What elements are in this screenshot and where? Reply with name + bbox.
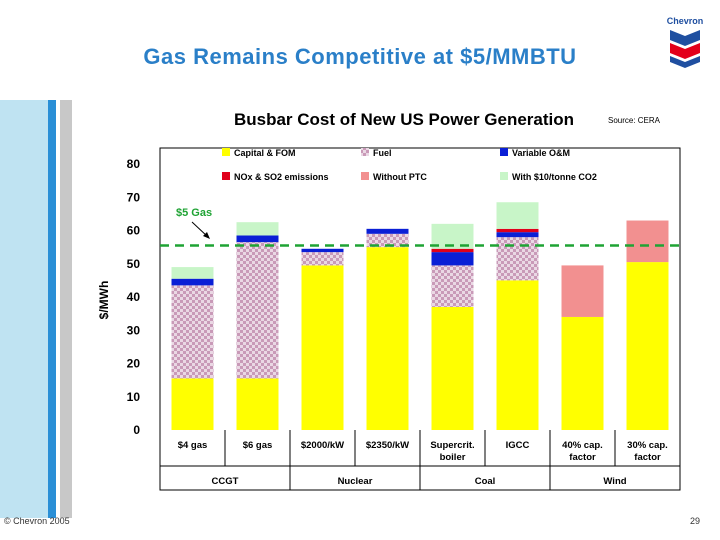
y-axis: 0 10 20 30 40 50 60 70 80 (127, 157, 141, 437)
logo-text: Chevron (666, 16, 704, 26)
bar-segment-co2 (171, 267, 214, 279)
bar-segment-nox_so2 (431, 248, 474, 253)
bar-segment-capital_fom (301, 265, 344, 430)
y-tick-label: 50 (127, 257, 141, 271)
x-category-label: 30% cap. (627, 440, 668, 451)
bar-segment-capital_fom (431, 306, 474, 430)
x-group-label: CCGT (212, 476, 239, 487)
y-tick-label: 10 (127, 390, 141, 404)
x-axis: $4 gas $6 gas $2000/kW $2350/kW Supercrit.bo… (159, 430, 681, 490)
x-category-label: boiler (440, 452, 466, 463)
y-axis-label: $/MWh (97, 281, 111, 320)
y-tick-label: 30 (127, 323, 141, 337)
annotation-arrowhead (203, 232, 210, 239)
left-gray-bar (60, 100, 72, 518)
y-tick-label: 40 (127, 290, 141, 304)
x-category-label: factor (569, 452, 596, 463)
bar-segment-variable_om (366, 228, 409, 234)
bar-segment-capital_fom (236, 378, 279, 430)
y-tick-label: 0 (133, 423, 140, 437)
chart-title: Busbar Cost of New US Power Generation (234, 110, 574, 129)
legend-label-fuel: Fuel (373, 148, 392, 158)
legend-label-without_ptc: Without PTC (373, 172, 427, 182)
bar-segment-fuel (171, 285, 214, 379)
bar-segment-fuel (431, 265, 474, 307)
chevron-logo: Chevron (662, 16, 708, 68)
bar-segment-capital_fom (171, 378, 214, 430)
bar-segment-variable_om (496, 232, 539, 238)
x-category-label: factor (634, 452, 661, 463)
bar-segment-co2 (496, 202, 539, 229)
bar-segment-fuel (366, 233, 409, 248)
x-group-label: Wind (603, 476, 626, 487)
slide-title: Gas Remains Competitive at $5/MMBTU (143, 44, 577, 69)
chevron-logo-icon (670, 30, 700, 68)
bar-segment-variable_om (236, 235, 279, 243)
bars-layer (171, 202, 669, 430)
bar-segment-capital_fom (496, 280, 539, 430)
y-tick-label: 80 (127, 157, 141, 171)
left-decorative-bar (0, 100, 48, 518)
y-tick-label: 60 (127, 224, 141, 238)
y-tick-label: 20 (127, 357, 141, 371)
bar-segment-nox_so2 (496, 228, 539, 233)
legend-label-nox_so2: NOx & SO2 emissions (234, 172, 329, 182)
bar-segment-fuel (496, 237, 539, 281)
bar-segment-variable_om (301, 248, 344, 253)
legend: Capital & FOM Fuel Variable O&M NOx & SO2 e… (222, 148, 597, 182)
x-category-label: $4 gas (178, 440, 208, 451)
legend-swatch-without_ptc (361, 172, 369, 180)
legend-swatch-capital_fom (222, 148, 230, 156)
legend-swatch-co2 (500, 172, 508, 180)
x-category-label: $6 gas (243, 440, 273, 451)
legend-label-capital_fom: Capital & FOM (234, 148, 296, 158)
x-category-label: 40% cap. (562, 440, 603, 451)
bar-segment-fuel (301, 252, 344, 266)
x-group-label: Coal (475, 476, 496, 487)
page-number: 29 (690, 516, 701, 526)
x-category-label: $2350/kW (366, 440, 409, 451)
x-category-label: $2000/kW (301, 440, 344, 451)
bar-segment-fuel (236, 242, 279, 379)
bar-segment-variable_om (431, 252, 474, 266)
legend-label-variable_om: Variable O&M (512, 148, 570, 158)
y-tick-label: 70 (127, 190, 141, 204)
bar-segment-co2 (236, 222, 279, 236)
legend-swatch-fuel (361, 148, 369, 156)
reference-line-layer: $5 Gas (160, 207, 680, 247)
x-category-label: IGCC (506, 440, 530, 451)
legend-swatch-nox_so2 (222, 172, 230, 180)
bar-segment-without_ptc (626, 220, 669, 263)
bar-segment-capital_fom (561, 316, 604, 430)
bar-segment-without_ptc (561, 265, 604, 317)
legend-label-co2: With $10/tonne CO2 (512, 172, 597, 182)
bar-segment-capital_fom (626, 262, 669, 430)
left-accent-bar (48, 100, 56, 518)
copyright: © Chevron 2005 (4, 516, 70, 526)
x-group-label: Nuclear (338, 476, 373, 487)
bar-segment-capital_fom (366, 247, 409, 430)
bar-segment-variable_om (171, 278, 214, 286)
x-category-label: Supercrit. (430, 440, 474, 451)
legend-swatch-variable_om (500, 148, 508, 156)
gas-reference-label: $5 Gas (176, 207, 212, 219)
chart-source: Source: CERA (608, 116, 661, 125)
